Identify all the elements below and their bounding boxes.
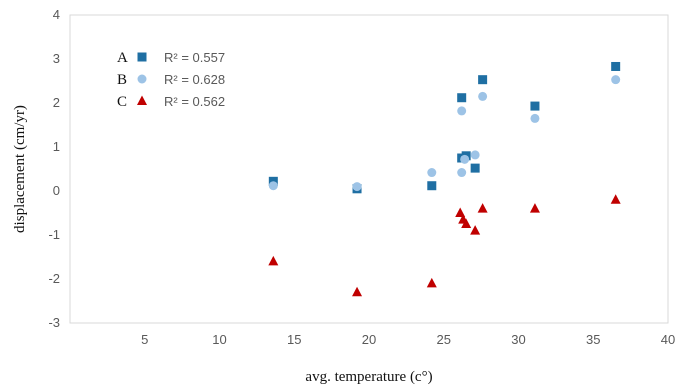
series-b-point	[470, 150, 480, 160]
legend-r2-label: R² = 0.628	[164, 72, 225, 87]
legend-marker-a	[137, 52, 147, 62]
series-b-point	[611, 75, 621, 85]
y-tick-label: -3	[48, 315, 60, 330]
series-a-point	[530, 101, 540, 111]
y-tick-label: -2	[48, 271, 60, 286]
series-c-point	[426, 277, 437, 288]
legend-r2-label: R² = 0.557	[164, 50, 225, 65]
x-tick-label: 10	[212, 332, 226, 347]
series-c-point	[610, 194, 621, 204]
y-tick-label: 0	[53, 183, 60, 198]
series-a-point	[470, 163, 480, 173]
series-b-point	[460, 154, 470, 164]
x-tick-label: 5	[141, 332, 148, 347]
series-c-point	[470, 225, 481, 235]
x-tick-label: 40	[661, 332, 675, 347]
legend-marker-b	[137, 74, 147, 84]
y-tick-label: 3	[53, 51, 60, 66]
legend-marker-c	[137, 95, 147, 105]
series-c-point	[529, 203, 540, 213]
y-tick-label: 2	[53, 95, 60, 110]
x-tick-label: 20	[362, 332, 376, 347]
legend-series-name: A	[117, 50, 128, 66]
x-tick-labels: 5 10 15 20 25 30 35 40	[141, 332, 675, 347]
data-points	[268, 61, 621, 297]
series-c-point	[461, 218, 472, 228]
series-a-point	[478, 75, 488, 85]
series-c-point	[352, 286, 363, 297]
series-a-point	[611, 61, 621, 71]
series-c-point	[268, 255, 279, 266]
series-b-point	[457, 168, 467, 178]
y-tick-label: 4	[53, 7, 60, 22]
y-axis-title: displacement (cm/yr)	[12, 105, 28, 233]
series-b-point	[530, 113, 540, 123]
legend-series-name: B	[117, 72, 127, 88]
series-c-point	[455, 207, 466, 217]
series-b-point	[352, 182, 362, 192]
x-tick-label: 25	[437, 332, 451, 347]
series-b-point	[457, 106, 467, 116]
x-tick-label: 15	[287, 332, 301, 347]
x-axis-title: avg. temperature (c°)	[305, 369, 432, 385]
series-b-point	[478, 91, 488, 101]
y-tick-label: -1	[48, 227, 60, 242]
series-b-point	[268, 181, 278, 191]
y-tick-labels: -3 -2 -1 0 1 2 3 4	[48, 7, 60, 330]
y-tick-label: 1	[53, 139, 60, 154]
series-a-point	[427, 181, 437, 191]
x-tick-label: 30	[511, 332, 525, 347]
x-tick-label: 35	[586, 332, 600, 347]
plot-area	[69, 14, 669, 324]
legend-r2-label: R² = 0.562	[164, 94, 225, 109]
series-b-point	[427, 168, 437, 178]
legend: A R² = 0.557 B R² = 0.628 C R² = 0.562	[117, 50, 225, 110]
legend-series-name: C	[117, 94, 127, 110]
series-c-point	[477, 203, 488, 213]
series-a-point	[457, 93, 467, 103]
